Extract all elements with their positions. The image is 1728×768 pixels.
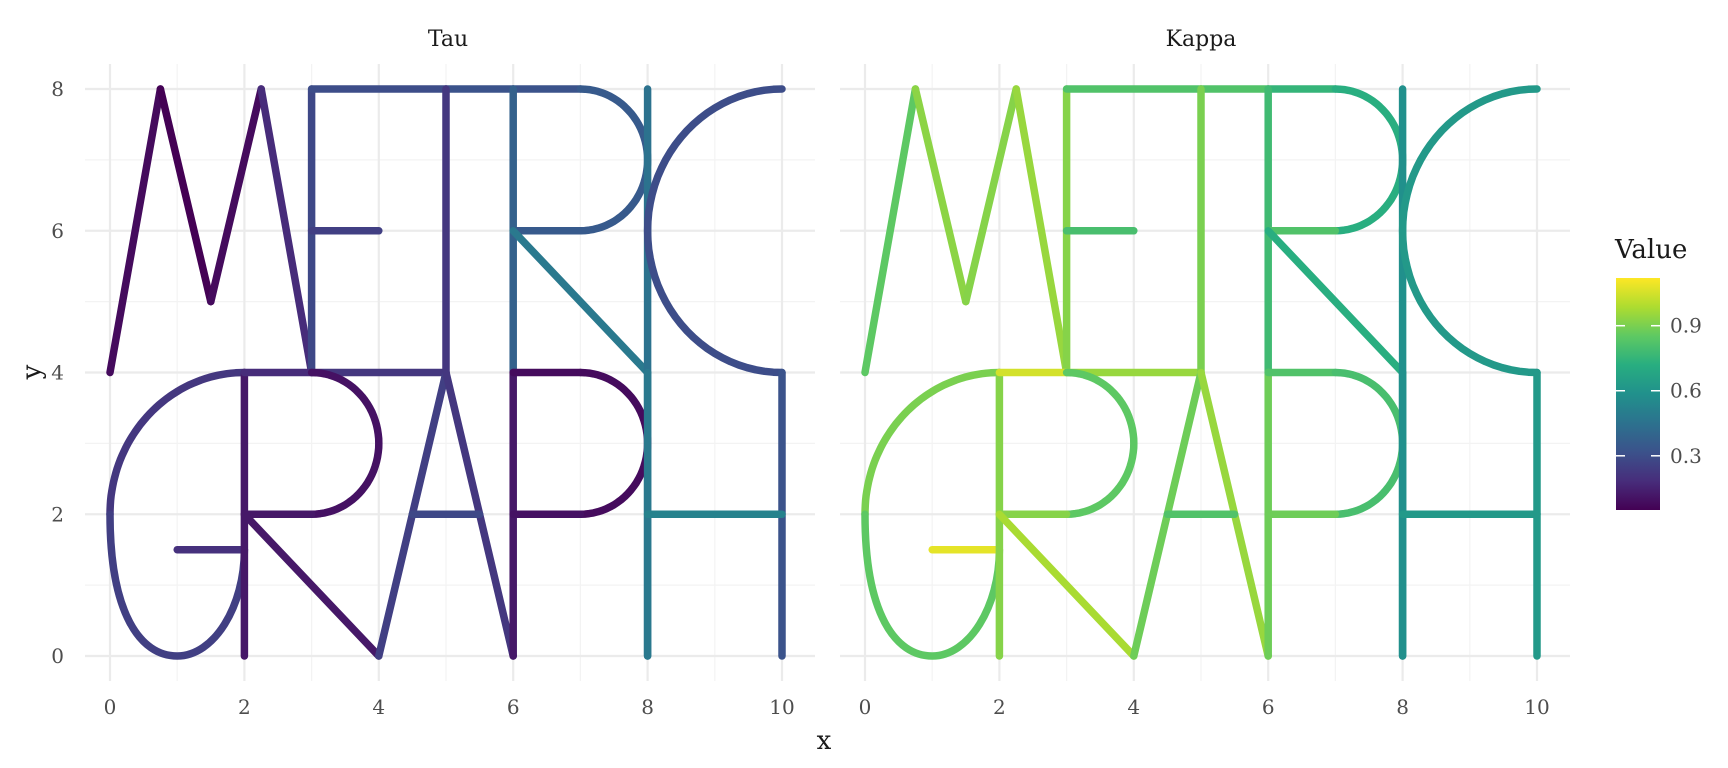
legend-tick-label: 0.3: [1670, 444, 1702, 468]
legend: Value 0.3 0.6 0.9: [1614, 235, 1702, 510]
y-tick-label: 6: [51, 219, 64, 243]
x-tick-label: 10: [1524, 695, 1549, 719]
legend-colorbar: [1616, 278, 1660, 510]
edge-M3: [962, 85, 1020, 306]
grid-kappa: [840, 64, 1570, 681]
x-tick-label: 0: [104, 695, 117, 719]
x-ticks-kappa: 0 2 4 6 8 10: [859, 695, 1550, 719]
panel-title-tau: Tau: [428, 27, 468, 52]
y-axis-title: y: [17, 364, 47, 380]
x-tick-label: 2: [993, 695, 1006, 719]
y-tick-label: 8: [51, 77, 64, 101]
panel-tau: Tau 0 2 4 6 8 10 0 2 4 6 8: [51, 27, 815, 719]
edge-M4: [1012, 85, 1071, 377]
x-tick-label: 10: [769, 695, 794, 719]
legend-tick-label: 0.9: [1670, 314, 1702, 338]
edge-G_bowl: [106, 368, 249, 519]
edge-M3: [207, 85, 265, 306]
x-tick-label: 0: [859, 695, 872, 719]
grid-tau: [85, 64, 815, 681]
edge-C: [643, 85, 786, 377]
panel-kappa: Kappa 0 2 4 6 8 10: [840, 27, 1570, 719]
panel-title-kappa: Kappa: [1166, 27, 1237, 52]
edge-M2: [911, 85, 970, 306]
edge-R1_leg: [509, 227, 652, 377]
edge-R2_bowl: [307, 368, 383, 519]
x-axis-title: x: [817, 726, 832, 756]
legend-tick-label: 0.6: [1670, 379, 1702, 403]
x-ticks-tau: 0 2 4 6 8 10: [104, 695, 795, 719]
edge-M1: [106, 85, 165, 377]
y-tick-label: 0: [51, 644, 64, 668]
edge-R2_bowl: [1062, 368, 1138, 519]
x-tick-label: 8: [641, 695, 654, 719]
edge-G_tail: [861, 510, 1004, 660]
edge-M1: [861, 85, 920, 377]
x-tick-label: 4: [372, 695, 385, 719]
x-tick-label: 6: [1262, 695, 1275, 719]
x-tick-label: 2: [238, 695, 251, 719]
y-tick-label: 2: [51, 502, 64, 526]
edge-G_tail: [106, 510, 249, 660]
legend-title: Value: [1614, 235, 1687, 265]
y-ticks-tau: 0 2 4 6 8: [51, 77, 64, 668]
edge-R2_leg: [240, 510, 383, 660]
edges-tau: [106, 85, 786, 660]
edge-G_bowl: [861, 368, 1004, 519]
edge-C: [1398, 85, 1541, 377]
edge-R2_leg: [995, 510, 1138, 660]
y-tick-label: 4: [51, 361, 64, 385]
legend-ticks: 0.3 0.6 0.9: [1616, 314, 1702, 468]
edges-kappa: [861, 85, 1541, 660]
x-tick-label: 4: [1127, 695, 1140, 719]
edge-M4: [257, 85, 316, 377]
edge-R1_leg: [1264, 227, 1407, 377]
edge-M2: [156, 85, 215, 306]
x-tick-label: 6: [507, 695, 520, 719]
x-tick-label: 8: [1396, 695, 1409, 719]
